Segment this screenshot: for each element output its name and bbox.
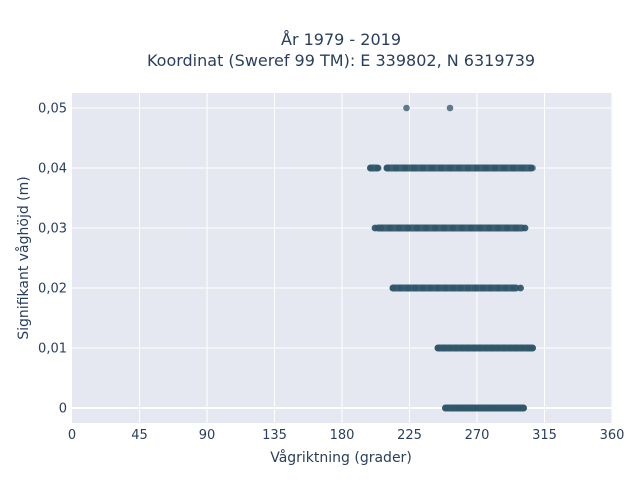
data-point (446, 344, 454, 352)
y-tick-label: 0,05 (38, 102, 67, 117)
y-tick-label: 0,02 (38, 282, 67, 297)
data-point (410, 164, 418, 172)
data-point (404, 284, 412, 292)
data-point (404, 224, 412, 232)
data-point (464, 344, 472, 352)
data-point (482, 344, 490, 352)
x-tick-labels: 0 45 90 135 180 225 270 315 360 (68, 428, 625, 443)
data-point (389, 284, 397, 292)
data-point (491, 164, 499, 172)
data-point (446, 164, 454, 172)
data-point (521, 224, 529, 232)
data-point (413, 224, 421, 232)
y-tick-labels: 0 0,01 0,02 0,03 0,04 0,05 (38, 102, 67, 417)
data-point (431, 224, 439, 232)
data-point (512, 344, 520, 352)
data-point (383, 164, 391, 172)
data-point (428, 164, 436, 172)
data-point (476, 224, 484, 232)
data-point (476, 344, 484, 352)
x-tick-label: 0 (68, 428, 76, 443)
data-point (457, 284, 464, 292)
y-tick-label: 0,04 (38, 162, 67, 177)
data-point (509, 164, 517, 172)
data-point (482, 164, 490, 172)
data-point (473, 164, 481, 172)
data-point (512, 224, 520, 232)
x-tick-label: 90 (199, 428, 216, 443)
data-point (386, 224, 394, 232)
data-point (488, 344, 496, 352)
x-tick-label: 225 (397, 428, 422, 443)
data-point (403, 104, 410, 112)
data-point (518, 164, 526, 172)
y-axis-title: Signifikant våghöjd (m) (15, 176, 32, 339)
x-tick-label: 360 (600, 428, 625, 443)
data-point (458, 224, 466, 232)
data-point (392, 164, 400, 172)
data-point (506, 344, 514, 352)
data-point (464, 284, 472, 292)
data-point (367, 164, 374, 172)
x-tick-label: 180 (330, 428, 355, 443)
data-point (455, 164, 463, 172)
data-point (377, 224, 385, 232)
data-point (440, 344, 448, 352)
data-point (500, 164, 508, 172)
data-point (467, 224, 475, 232)
x-tick-label: 315 (532, 428, 557, 443)
data-points (367, 104, 536, 412)
data-point (529, 344, 536, 352)
data-point (452, 344, 460, 352)
y-tick-label: 0 (59, 402, 67, 417)
data-point (470, 344, 478, 352)
data-point (446, 104, 454, 112)
data-point (520, 404, 527, 412)
data-point (487, 284, 494, 292)
chart-title: År 1979 - 2019 (281, 30, 401, 49)
data-point (494, 284, 502, 292)
data-point (419, 164, 427, 172)
data-point (434, 344, 442, 352)
x-tick-label: 135 (262, 428, 287, 443)
data-point (485, 224, 493, 232)
y-tick-label: 0,01 (38, 342, 67, 357)
data-point (374, 164, 382, 172)
data-point (509, 284, 517, 292)
data-point (412, 284, 419, 292)
x-tick-label: 270 (465, 428, 490, 443)
data-point (500, 344, 508, 352)
data-point (502, 284, 509, 292)
data-point (503, 224, 511, 232)
data-point (397, 284, 404, 292)
data-point (442, 404, 449, 412)
data-point (494, 344, 502, 352)
data-point (464, 164, 472, 172)
data-point (517, 284, 524, 292)
data-point (449, 284, 457, 292)
data-point (518, 344, 526, 352)
data-point (479, 284, 487, 292)
data-point (371, 224, 379, 232)
data-point (422, 224, 430, 232)
data-point (494, 224, 502, 232)
data-point (529, 164, 536, 172)
data-point (401, 164, 409, 172)
data-point (440, 224, 448, 232)
data-point (437, 164, 445, 172)
data-point (458, 344, 466, 352)
x-tick-label: 45 (131, 428, 148, 443)
data-point (395, 224, 403, 232)
data-point (442, 284, 449, 292)
data-point (434, 284, 442, 292)
data-point (472, 284, 479, 292)
data-point (449, 224, 457, 232)
chart-subtitle: Koordinat (Sweref 99 TM): E 339802, N 63… (147, 51, 535, 70)
data-point (419, 284, 427, 292)
data-point (427, 284, 434, 292)
y-tick-label: 0,03 (38, 222, 67, 237)
x-axis-title: Vågriktning (grader) (270, 449, 412, 466)
